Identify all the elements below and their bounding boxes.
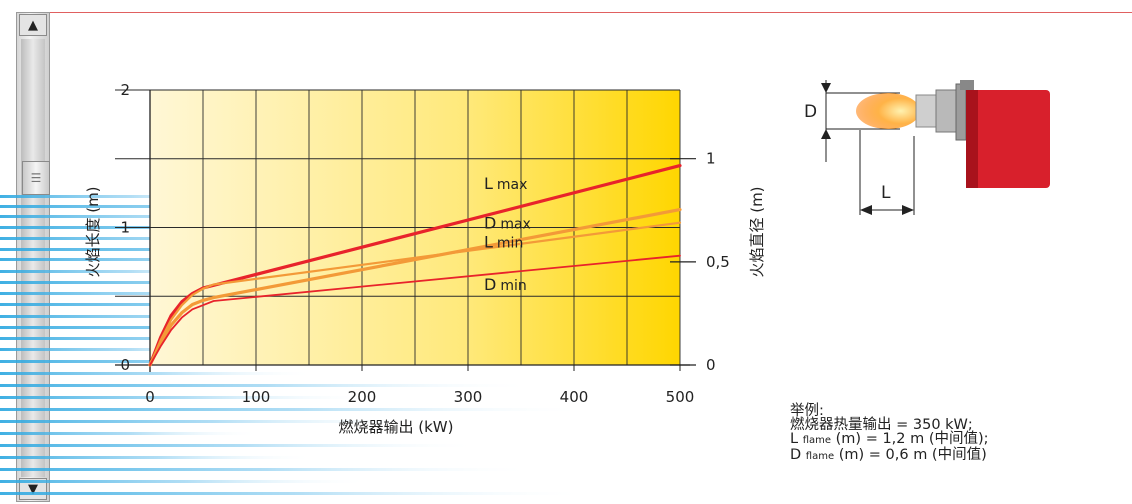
y-left-tick-label: 0 xyxy=(120,356,130,374)
stripe xyxy=(0,195,260,198)
example-line-2: L flame (m) = 1,2 m (中间值); xyxy=(790,431,989,447)
stripe xyxy=(0,396,370,399)
diameter-label: D xyxy=(804,102,817,122)
triangle-down-icon: ▼ xyxy=(28,481,38,497)
stripe xyxy=(0,468,535,471)
stripe xyxy=(0,270,260,273)
stripe xyxy=(0,384,535,387)
x-tick-label: 100 xyxy=(242,388,271,406)
scroll-up-button[interactable]: ▲ xyxy=(19,14,47,36)
stripe xyxy=(0,408,590,411)
scroll-thumb[interactable]: ☰ xyxy=(22,161,50,195)
y-left-tick-label: 1 xyxy=(120,219,130,237)
series-line-l-min xyxy=(148,208,682,367)
y-right-tick-label: 0,5 xyxy=(706,253,730,271)
y-right-tick-label: 0 xyxy=(706,356,716,374)
y-axis-left-title: 火焰长度 (m) xyxy=(84,186,102,277)
example-line-3: D flame (m) = 0,6 m (中间值) xyxy=(790,447,987,463)
grip-lines-icon: ☰ xyxy=(30,171,42,185)
series-line-d-min xyxy=(149,254,681,366)
series-line-d-max xyxy=(148,221,682,367)
top-rule xyxy=(50,12,1132,13)
example-line-1: 燃烧器热量输出 = 350 kW; xyxy=(790,417,973,433)
stripe xyxy=(0,492,590,495)
y-right-tick-label: 1 xyxy=(706,150,716,168)
stripe xyxy=(0,432,260,435)
x-tick-label: 300 xyxy=(454,388,483,406)
burner-diagram: D L xyxy=(804,80,1050,215)
stripe xyxy=(0,420,425,423)
x-axis-title: 燃烧器输出 (kW) xyxy=(339,418,454,436)
example-note: 举例: 燃烧器热量输出 = 350 kW; L flame (m) = 1,2 … xyxy=(790,404,989,464)
burner-body xyxy=(966,90,1050,188)
stripe xyxy=(0,372,315,375)
y-left-tick-label: 2 xyxy=(120,81,130,99)
x-tick-label: 200 xyxy=(348,388,377,406)
triangle-up-icon: ▲ xyxy=(28,17,38,33)
stripe xyxy=(0,444,480,447)
example-title: 举例: xyxy=(790,403,824,419)
x-tick-label: 0 xyxy=(145,388,155,406)
x-tick-label: 500 xyxy=(666,388,695,406)
stripe xyxy=(0,348,260,351)
x-tick-label: 400 xyxy=(560,388,589,406)
y-axis-right-title: 火焰直径 (m) xyxy=(748,186,766,277)
length-label: L xyxy=(881,183,891,203)
flame-shape xyxy=(856,93,920,129)
stripe xyxy=(0,456,315,459)
stripe xyxy=(0,480,370,483)
